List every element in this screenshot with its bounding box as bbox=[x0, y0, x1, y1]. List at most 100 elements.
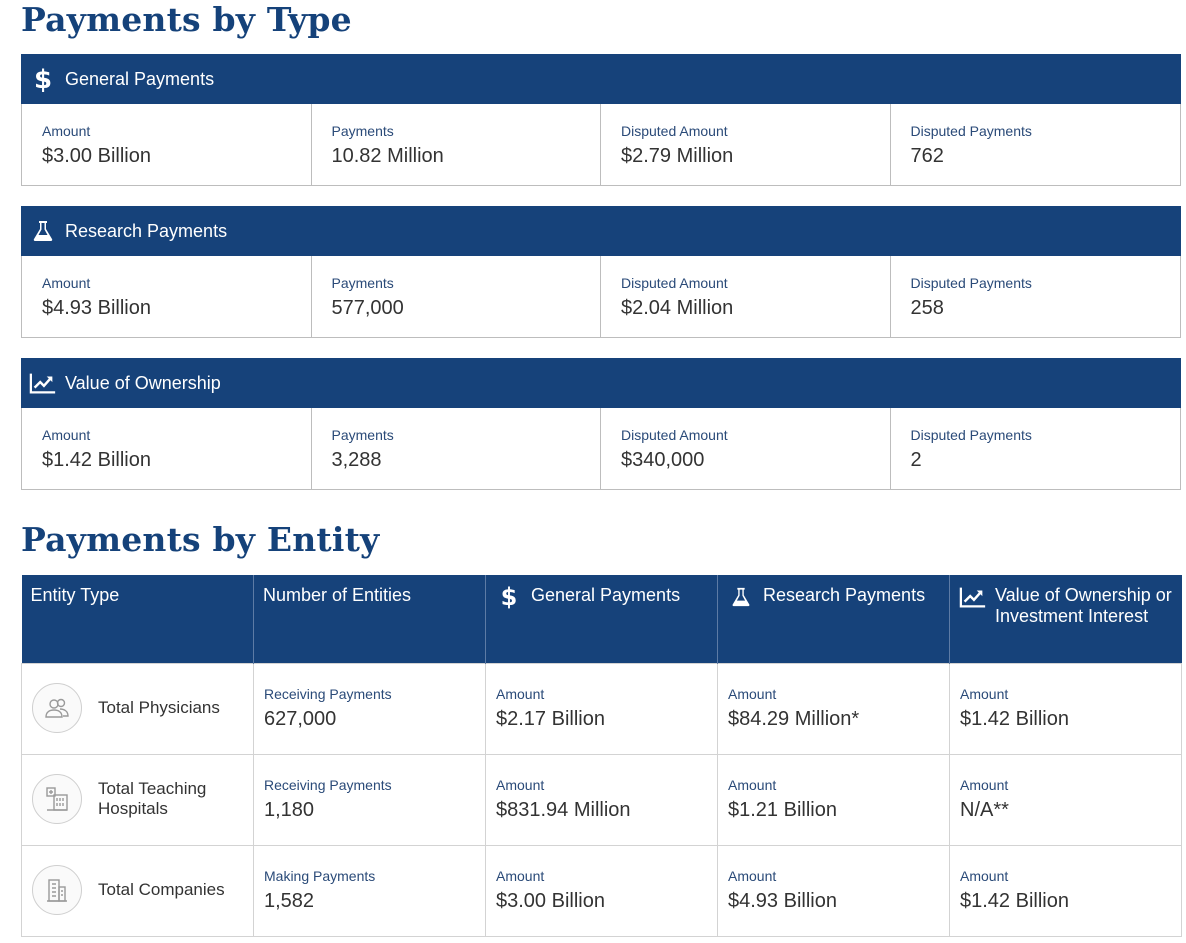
cell-value: $2.79 Million bbox=[621, 145, 734, 167]
cell-value: $831.94 Million bbox=[496, 798, 631, 821]
cell-value: $4.93 Billion bbox=[728, 889, 837, 912]
general-payments-cell: Amount $2.17 Billion bbox=[485, 662, 718, 755]
cell-label: Amount bbox=[496, 776, 545, 793]
trend-chart-icon bbox=[959, 585, 987, 609]
entity-type-cell: Total Physicians bbox=[21, 662, 254, 755]
cell-label: Amount bbox=[728, 685, 777, 702]
entity-name: Total Companies bbox=[98, 879, 225, 899]
cell-value: $3.00 Billion bbox=[42, 145, 151, 167]
cell-label: Disputed Amount bbox=[621, 275, 728, 291]
cell-label: Amount bbox=[496, 867, 545, 884]
header-general-payments: $ General Payments bbox=[485, 575, 718, 663]
entity-table-header-row: Entity Type Number of Entities $ General… bbox=[21, 575, 1182, 663]
research-payments-cell: Amount $1.21 Billion bbox=[717, 753, 950, 846]
flask-icon bbox=[727, 585, 755, 609]
cell-label: Disputed Payments bbox=[910, 275, 1032, 291]
ownership-header: Value of Ownership bbox=[21, 358, 1181, 408]
table-row: Total Companies Making Payments 1,582 Amo… bbox=[21, 844, 1182, 937]
entity-count-cell: Receiving Payments 627,000 bbox=[253, 662, 486, 755]
header-entity-type: Entity Type bbox=[21, 575, 254, 663]
cell-value: $2.17 Billion bbox=[496, 707, 605, 730]
cell-value: $1.42 Billion bbox=[42, 449, 151, 471]
general-payments-title: General Payments bbox=[65, 68, 215, 89]
cell-label: Amount bbox=[960, 867, 1009, 884]
cell-value: 762 bbox=[910, 145, 944, 167]
cell-value: 3,288 bbox=[331, 449, 382, 471]
ownership-cell: Amount $1.42 Billion bbox=[949, 844, 1182, 937]
research-payments-cell: Amount $4.93 Billion bbox=[717, 844, 950, 937]
table-row: Total Physicians Receiving Payments 627,0… bbox=[21, 662, 1182, 755]
research-disputed-amount-cell: Disputed Amount $2.04 Million bbox=[601, 256, 891, 337]
general-disputed-amount-cell: Disputed Amount $2.79 Million bbox=[601, 104, 891, 185]
cell-value: $2.04 Million bbox=[621, 297, 734, 319]
cell-value: 1,180 bbox=[264, 798, 315, 821]
header-number-of-entities: Number of Entities bbox=[253, 575, 486, 663]
cell-label: Disputed Payments bbox=[910, 427, 1032, 443]
general-payments-card: $ General Payments Amount $3.00 Billion P… bbox=[21, 54, 1181, 186]
general-payments-cell: Payments 10.82 Million bbox=[312, 104, 601, 185]
cell-value: $4.93 Billion bbox=[42, 297, 151, 319]
entity-name: Total Teaching Hospitals bbox=[98, 778, 207, 818]
entity-type-cell: Total Companies bbox=[21, 844, 254, 937]
cell-value: $1.21 Billion bbox=[728, 798, 837, 821]
general-payments-cell: Amount $831.94 Million bbox=[485, 753, 718, 846]
payments-by-entity-title: Payments by Entity bbox=[21, 520, 380, 559]
flask-icon bbox=[29, 217, 57, 245]
cell-label: Amount bbox=[728, 867, 777, 884]
ownership-cell: Amount N/A** bbox=[949, 753, 1182, 846]
ownership-title: Value of Ownership bbox=[65, 372, 221, 393]
table-row: Total Teaching Hospitals Receiving Payme… bbox=[21, 753, 1182, 846]
cell-value: $1.42 Billion bbox=[960, 889, 1069, 912]
entity-table: Entity Type Number of Entities $ General… bbox=[21, 575, 1182, 937]
ownership-disputed-amount-cell: Disputed Amount $340,000 bbox=[601, 408, 891, 489]
cell-label: Amount bbox=[42, 427, 91, 443]
cell-label: Amount bbox=[42, 275, 91, 291]
research-amount-cell: Amount $4.93 Billion bbox=[22, 256, 312, 337]
payments-by-type-title: Payments by Type bbox=[21, 0, 352, 39]
entity-type-cell: Total Teaching Hospitals bbox=[21, 753, 254, 846]
research-payments-cell: Payments 577,000 bbox=[312, 256, 601, 337]
research-payments-card: Research Payments Amount $4.93 Billion Pa… bbox=[21, 206, 1181, 338]
cell-label: Making Payments bbox=[264, 867, 376, 884]
ownership-cell: Amount $1.42 Billion bbox=[949, 662, 1182, 755]
general-payments-cell: Amount $3.00 Billion bbox=[485, 844, 718, 937]
cell-value: 577,000 bbox=[331, 297, 404, 319]
ownership-amount-cell: Amount $1.42 Billion bbox=[22, 408, 312, 489]
entity-name: Total Physicians bbox=[98, 697, 220, 717]
header-label: Number of Entities bbox=[263, 585, 412, 605]
cell-value: 2 bbox=[910, 449, 922, 471]
dollar-icon: $ bbox=[29, 65, 57, 93]
cell-label: Receiving Payments bbox=[264, 685, 392, 702]
header-label: General Payments bbox=[531, 585, 681, 605]
building-icon bbox=[32, 864, 82, 915]
svg-text:$: $ bbox=[501, 584, 518, 610]
cell-label: Amount bbox=[960, 776, 1009, 793]
cell-value: N/A** bbox=[960, 798, 1009, 821]
cell-value: 1,582 bbox=[264, 889, 315, 912]
cell-label: Disputed Payments bbox=[910, 123, 1032, 139]
cell-value: 10.82 Million bbox=[331, 145, 444, 167]
cell-label: Payments bbox=[331, 275, 394, 291]
ownership-card: Value of Ownership Amount $1.42 Billion P… bbox=[21, 358, 1181, 490]
cell-label: Amount bbox=[960, 685, 1009, 702]
trend-chart-icon bbox=[29, 369, 57, 397]
svg-text:$: $ bbox=[34, 65, 52, 93]
cell-value: $3.00 Billion bbox=[496, 889, 605, 912]
dollar-icon: $ bbox=[495, 584, 523, 610]
cell-label: Amount bbox=[728, 776, 777, 793]
cell-label: Payments bbox=[331, 427, 394, 443]
general-payments-header: $ General Payments bbox=[21, 54, 1181, 104]
cell-value: $340,000 bbox=[621, 449, 705, 471]
cell-label: Amount bbox=[42, 123, 91, 139]
ownership-payments-cell: Payments 3,288 bbox=[312, 408, 601, 489]
header-label: Research Payments bbox=[763, 585, 926, 605]
header-value-of-ownership: Value of Ownership or Investment Interes… bbox=[949, 575, 1182, 663]
research-disputed-payments-cell: Disputed Payments 258 bbox=[891, 256, 1181, 337]
physicians-icon bbox=[32, 682, 82, 733]
entity-count-cell: Receiving Payments 1,180 bbox=[253, 753, 486, 846]
hospital-icon bbox=[32, 773, 82, 824]
ownership-disputed-payments-cell: Disputed Payments 2 bbox=[891, 408, 1181, 489]
cell-label: Disputed Amount bbox=[621, 427, 728, 443]
entity-count-cell: Making Payments 1,582 bbox=[253, 844, 486, 937]
cell-label: Amount bbox=[496, 685, 545, 702]
